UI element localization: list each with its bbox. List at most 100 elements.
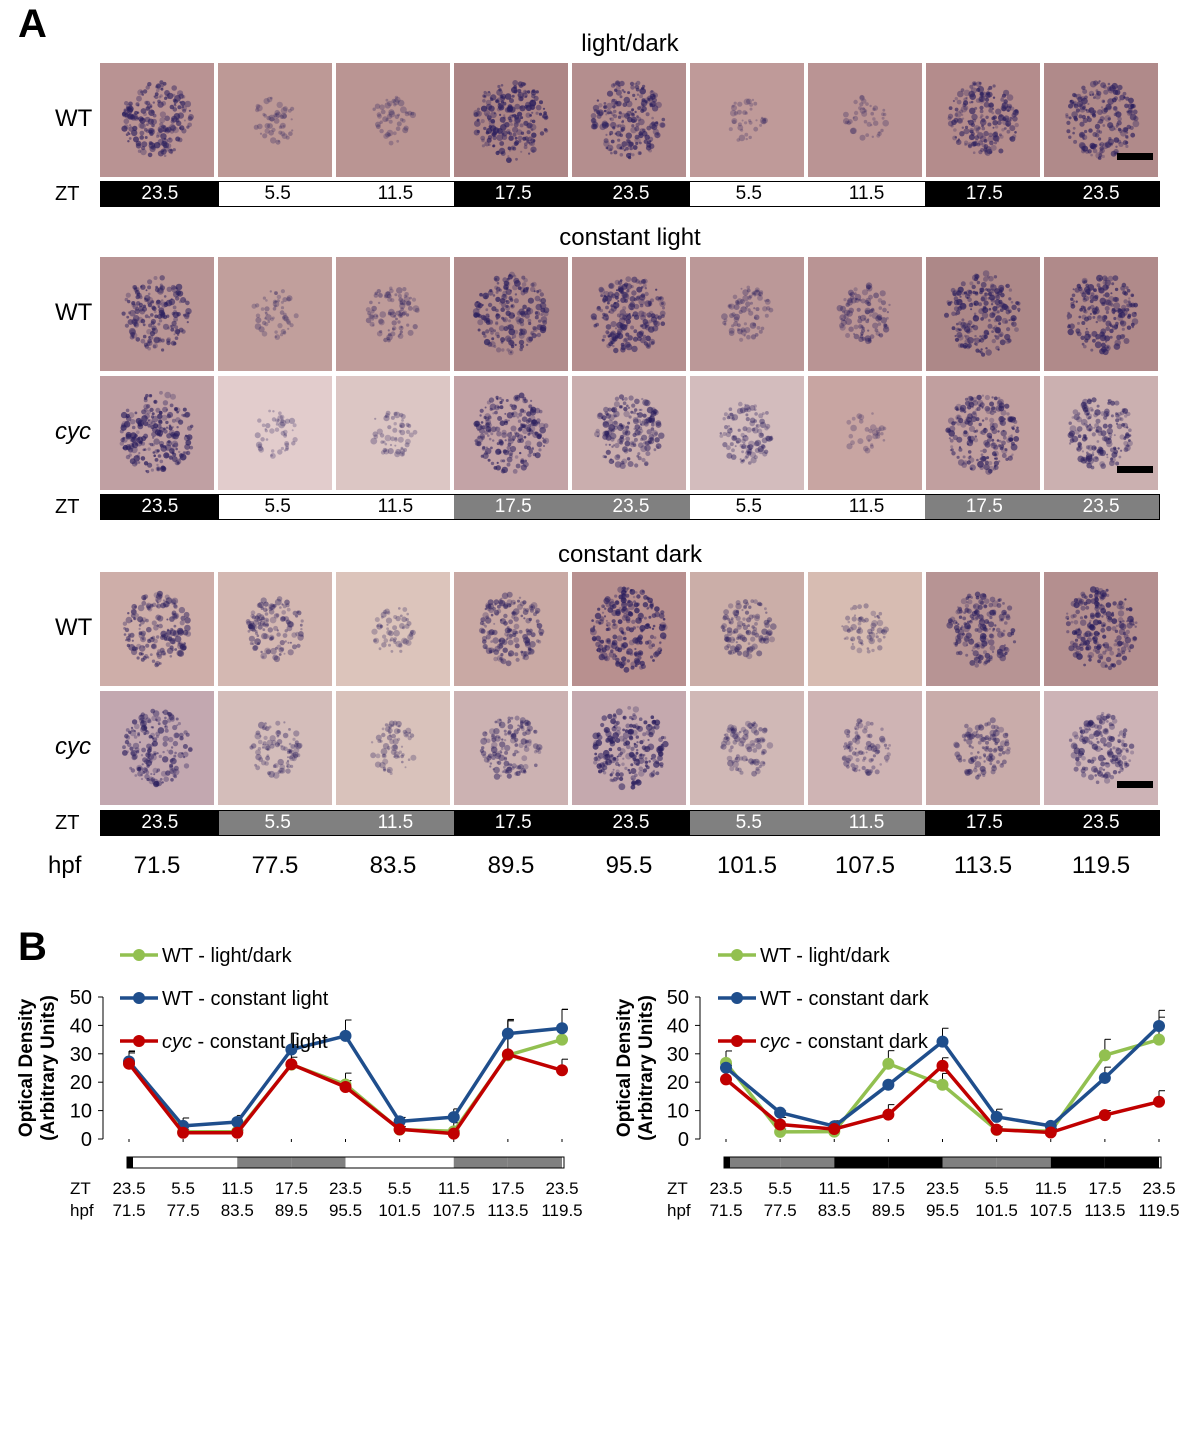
shade-segment (133, 1157, 184, 1168)
zt-cell: 23.5 (1043, 182, 1160, 206)
in-situ-image (336, 376, 450, 490)
in-situ-image (572, 376, 686, 490)
x-zt-label: 11.5 (818, 1179, 850, 1198)
hpf-prefix: hpf (70, 1201, 94, 1220)
genotype-label: WT (55, 105, 93, 132)
legend-swatch-marker (133, 949, 145, 961)
zt-cell: 23.5 (101, 495, 219, 519)
data-point (177, 1119, 190, 1132)
data-point (774, 1106, 787, 1119)
x-zt-label: 23.5 (545, 1179, 578, 1198)
in-situ-image (690, 376, 804, 490)
shade-bar-outline (126, 1156, 565, 1169)
legend-entry: WT - constant light (162, 988, 329, 1010)
in-situ-image (100, 257, 214, 371)
legend-entry: cyc - constant light (162, 1031, 328, 1053)
shade-segment (1050, 1157, 1105, 1168)
y-axis-label-line1: Optical Density (614, 998, 635, 1137)
data-point (1098, 1109, 1111, 1122)
x-zt-label: 23.5 (709, 1179, 742, 1198)
x-hpf-label: 107.5 (432, 1201, 475, 1220)
in-situ-image (926, 376, 1040, 490)
data-point (990, 1123, 1003, 1136)
x-zt-label: 11.5 (438, 1179, 470, 1198)
x-zt-label: 17.5 (1088, 1179, 1121, 1198)
genotype-label: WT (55, 299, 93, 326)
condition-title: light/dark (581, 30, 679, 57)
x-zt-label: 5.5 (768, 1179, 792, 1198)
x-zt-label: 11.5 (221, 1179, 253, 1198)
series-line (724, 1024, 1161, 1128)
shade-bar-outline (723, 1156, 1162, 1169)
in-situ-image (336, 257, 450, 371)
legend-swatch-marker (731, 992, 743, 1004)
in-situ-image (808, 691, 922, 805)
y-tick-label: 10 (667, 1101, 689, 1123)
data-point (882, 1108, 895, 1121)
x-zt-label: 23.5 (329, 1179, 362, 1198)
hpf-value: 107.5 (834, 852, 896, 879)
x-zt-label: 17.5 (491, 1179, 524, 1198)
data-point (393, 1123, 406, 1136)
data-point (1044, 1119, 1057, 1132)
zt-cell: 11.5 (336, 811, 455, 835)
genotype-label: cyc (55, 733, 91, 760)
data-point (285, 1058, 298, 1071)
data-point (393, 1123, 406, 1136)
y-tick-label: 50 (667, 987, 689, 1009)
shade-segment (345, 1157, 400, 1168)
y-axis-label-line2: (Arbitrary Units) (38, 995, 59, 1141)
shade-segment (291, 1157, 346, 1168)
y-tick-label: 20 (70, 1072, 92, 1094)
legend-entry: cyc - constant dark (760, 1031, 929, 1053)
data-point (720, 1061, 732, 1074)
x-hpf-label: 77.5 (167, 1201, 200, 1220)
in-situ-image (454, 257, 568, 371)
genotype-label: WT (55, 614, 93, 641)
in-situ-image (336, 691, 450, 805)
zt-prefix: ZT (70, 1179, 91, 1198)
data-point (177, 1126, 190, 1139)
hpf-value: 71.5 (133, 852, 181, 879)
data-point (936, 1078, 949, 1091)
y-axis-label-line2: (Arbitrary Units) (636, 995, 657, 1141)
x-hpf-label: 83.5 (221, 1201, 254, 1220)
x-hpf-label: 77.5 (764, 1201, 797, 1220)
data-point (1153, 1095, 1165, 1108)
x-hpf-label: 89.5 (275, 1201, 308, 1220)
shade-segment (780, 1157, 835, 1168)
zt-cell: 23.5 (572, 182, 690, 206)
data-point (828, 1125, 841, 1138)
x-hpf-label: 101.5 (378, 1201, 421, 1220)
shade-segment (730, 1157, 781, 1168)
hpf-value: 83.5 (369, 852, 417, 879)
scale-bar (1117, 153, 1153, 160)
in-situ-image (336, 63, 450, 177)
scale-bar (1117, 466, 1153, 473)
zt-cell: 11.5 (807, 182, 926, 206)
zt-cell: 11.5 (807, 811, 926, 835)
in-situ-image (1044, 257, 1158, 371)
shade-segment (127, 1157, 133, 1168)
x-hpf-label: 107.5 (1029, 1201, 1072, 1220)
x-hpf-label: 71.5 (112, 1201, 145, 1220)
x-zt-label: 5.5 (985, 1179, 1009, 1198)
legend-swatch-marker (731, 949, 743, 961)
zt-cell: 23.5 (572, 495, 690, 519)
data-point (556, 1064, 568, 1077)
legend-swatch-marker (731, 1035, 743, 1047)
in-situ-image (218, 257, 332, 371)
data-point (774, 1118, 787, 1131)
in-situ-image (100, 376, 214, 490)
x-zt-label: 5.5 (171, 1179, 195, 1198)
zt-cell: 5.5 (218, 182, 337, 206)
x-zt-label: 23.5 (926, 1179, 959, 1198)
data-point (285, 1043, 298, 1056)
zt-cell: 11.5 (336, 182, 455, 206)
data-point (231, 1125, 244, 1138)
zt-cell: 23.5 (572, 811, 690, 835)
data-point (774, 1125, 787, 1138)
data-point (393, 1115, 406, 1128)
y-tick-label: 40 (667, 1015, 689, 1037)
data-point (828, 1120, 841, 1133)
